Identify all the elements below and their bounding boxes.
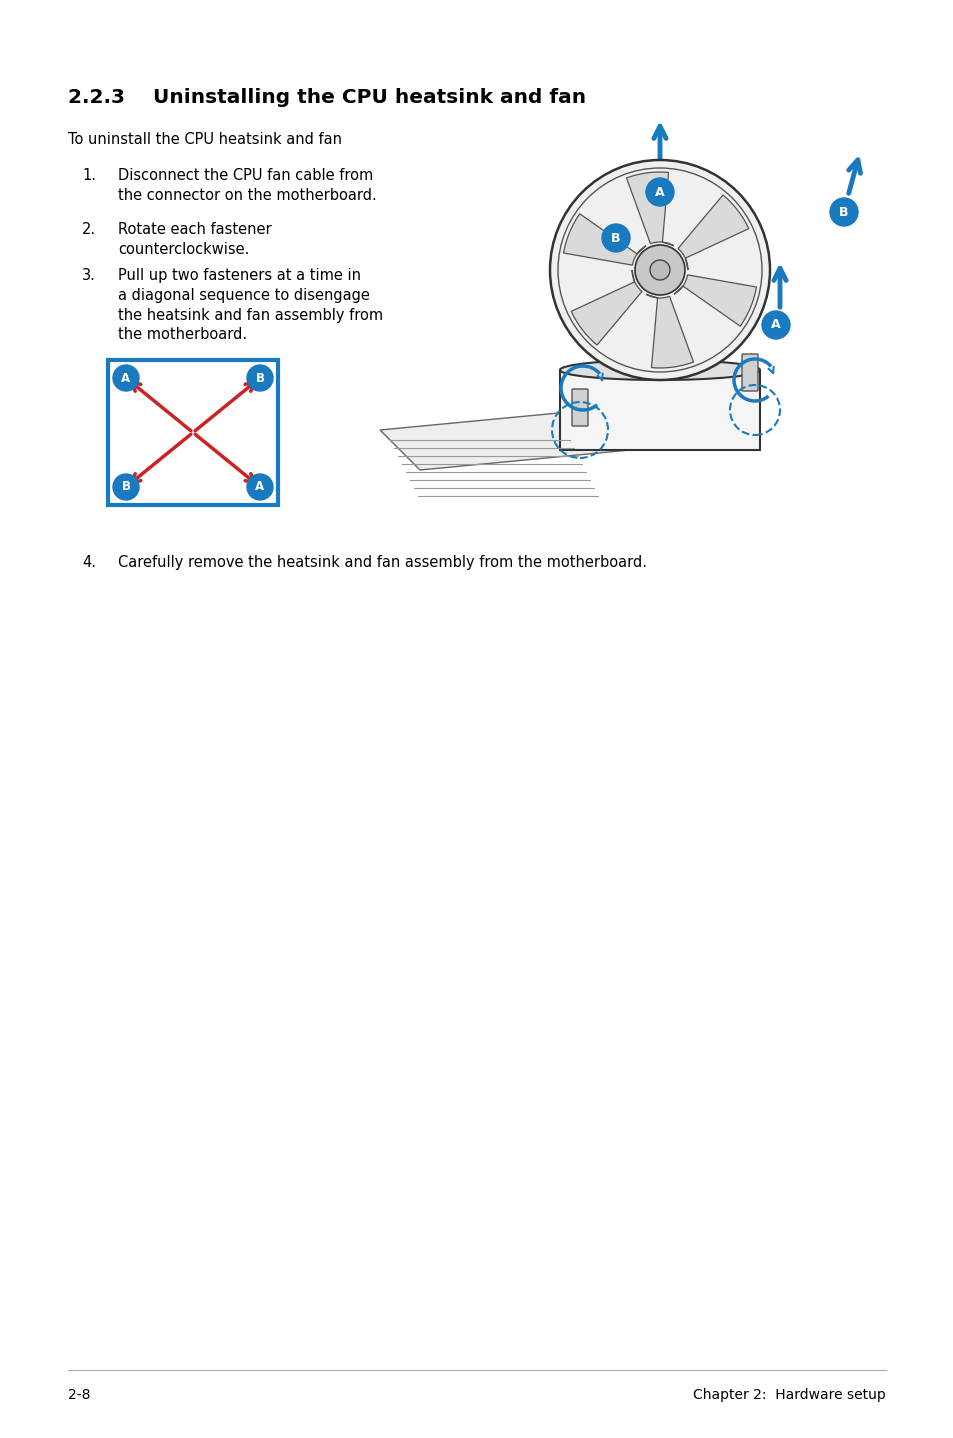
Text: 1.: 1. xyxy=(82,168,96,183)
Text: Chapter 2:  Hardware setup: Chapter 2: Hardware setup xyxy=(693,1388,885,1402)
Polygon shape xyxy=(563,214,645,265)
Text: 2.2.3    Uninstalling the CPU heatsink and fan: 2.2.3 Uninstalling the CPU heatsink and … xyxy=(68,88,585,106)
Circle shape xyxy=(601,224,629,252)
Circle shape xyxy=(112,475,139,500)
Text: Carefully remove the heatsink and fan assembly from the motherboard.: Carefully remove the heatsink and fan as… xyxy=(118,555,646,569)
Circle shape xyxy=(829,198,857,226)
Polygon shape xyxy=(626,173,673,246)
Text: B: B xyxy=(839,206,848,219)
Text: A: A xyxy=(255,480,264,493)
Text: Rotate each fastener
counterclockwise.: Rotate each fastener counterclockwise. xyxy=(118,221,272,257)
FancyBboxPatch shape xyxy=(741,354,758,391)
Circle shape xyxy=(247,365,273,391)
Text: 3.: 3. xyxy=(82,267,95,283)
Text: B: B xyxy=(121,480,131,493)
Text: B: B xyxy=(611,232,620,244)
Text: 2-8: 2-8 xyxy=(68,1388,91,1402)
Polygon shape xyxy=(379,410,629,470)
Text: A: A xyxy=(121,371,131,384)
Text: 4.: 4. xyxy=(82,555,96,569)
Circle shape xyxy=(645,178,673,206)
Text: 2.: 2. xyxy=(82,221,96,237)
Circle shape xyxy=(649,260,669,280)
Polygon shape xyxy=(645,295,693,368)
Text: Disconnect the CPU fan cable from
the connector on the motherboard.: Disconnect the CPU fan cable from the co… xyxy=(118,168,376,203)
Text: A: A xyxy=(770,318,780,332)
Circle shape xyxy=(112,365,139,391)
Ellipse shape xyxy=(559,360,760,380)
FancyBboxPatch shape xyxy=(108,360,277,505)
Circle shape xyxy=(761,311,789,339)
FancyBboxPatch shape xyxy=(559,370,760,450)
Polygon shape xyxy=(673,275,756,326)
Circle shape xyxy=(247,475,273,500)
Text: Pull up two fasteners at a time in
a diagonal sequence to disengage
the heatsink: Pull up two fasteners at a time in a dia… xyxy=(118,267,383,342)
FancyBboxPatch shape xyxy=(572,390,587,426)
Text: B: B xyxy=(255,371,264,384)
Text: A: A xyxy=(655,186,664,198)
Polygon shape xyxy=(678,196,748,270)
Polygon shape xyxy=(571,270,641,345)
Circle shape xyxy=(550,160,769,380)
Circle shape xyxy=(635,244,684,295)
Text: To uninstall the CPU heatsink and fan: To uninstall the CPU heatsink and fan xyxy=(68,132,341,147)
